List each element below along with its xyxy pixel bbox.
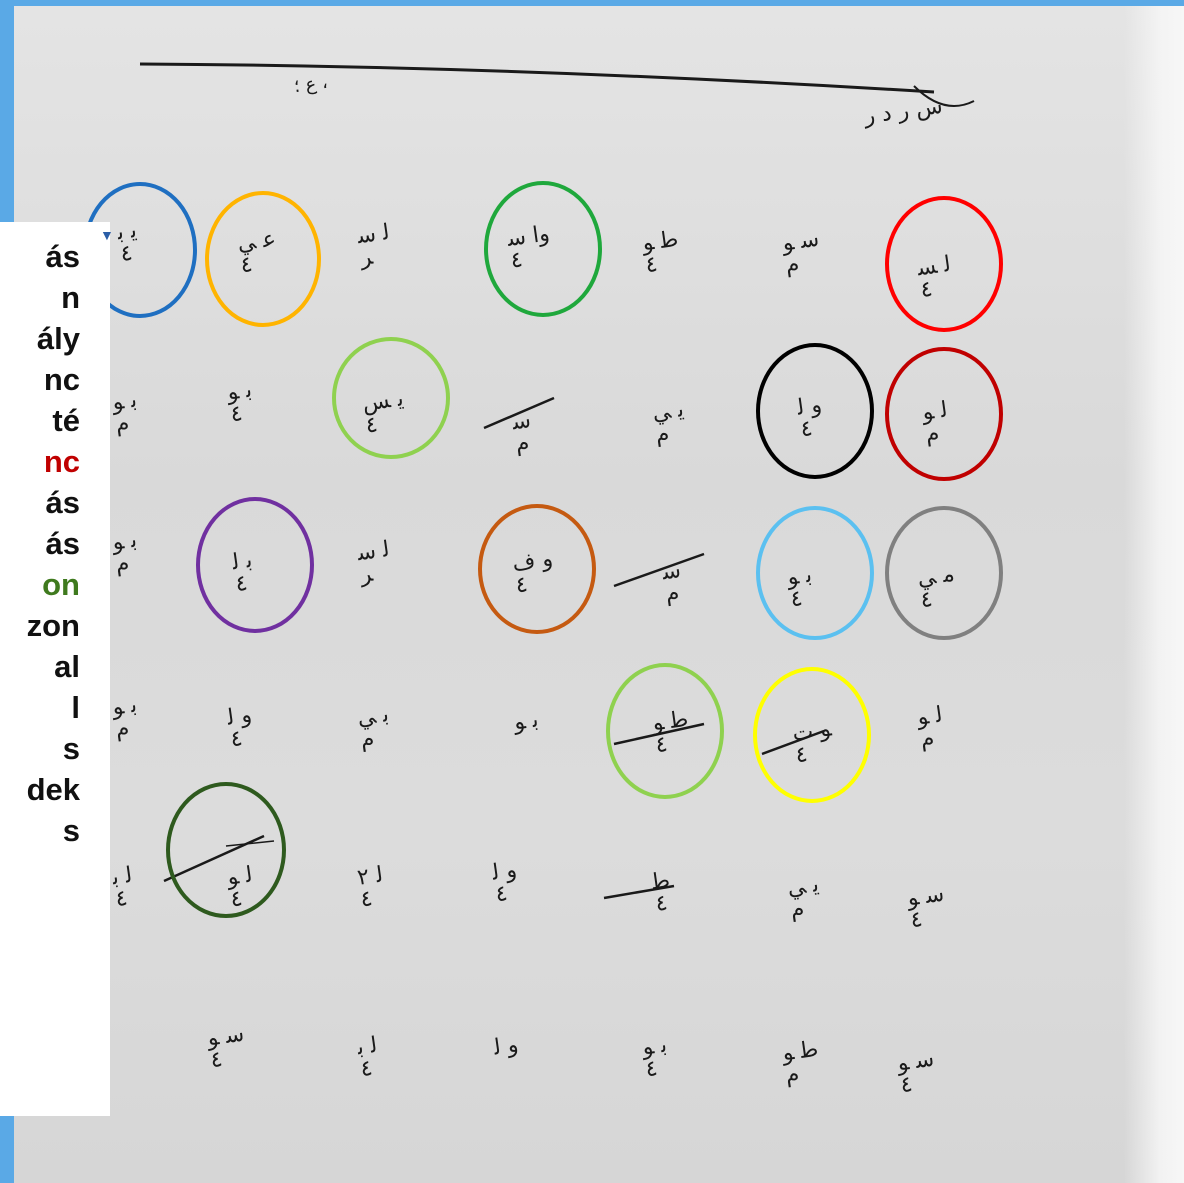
annotation-circle-light-blue <box>756 506 874 640</box>
panel-word: l <box>71 690 80 725</box>
annotation-circle-orange <box>205 191 321 327</box>
scroll-marker-icon: ▼ <box>100 227 114 243</box>
panel-word: ás <box>45 526 80 561</box>
panel-word: s <box>62 731 80 766</box>
annotation-circle-black <box>756 343 874 479</box>
panel-word: té <box>52 403 80 438</box>
annotation-circle-dark-green <box>166 782 286 918</box>
panel-word: on <box>42 567 80 602</box>
annotation-circle-light-green <box>332 337 450 459</box>
panel-word: n <box>61 280 80 315</box>
annotation-circle-red <box>885 196 1003 332</box>
panel-word: nc <box>43 444 80 479</box>
annotation-circle-green <box>484 181 602 317</box>
annotation-circle-burnt-orange <box>478 504 596 634</box>
panel-word: ás <box>45 239 80 274</box>
word-list-panel: ás n ály nc té nc ás ás on zon al l s de… <box>0 222 110 1116</box>
annotation-circle-light-green-2 <box>606 663 724 799</box>
panel-word: ály <box>36 321 80 356</box>
panel-word: nc <box>43 362 80 397</box>
annotation-circle-gray <box>885 506 1003 640</box>
panel-word: s <box>62 813 80 848</box>
panel-word: al <box>54 649 80 684</box>
panel-word: ás <box>45 485 80 520</box>
annotation-circle-yellow <box>753 667 871 803</box>
panel-word: zon <box>26 608 80 643</box>
manuscript-ink-layer <box>139 62 975 900</box>
annotation-circle-purple <box>196 497 314 633</box>
panel-word: dek <box>26 772 80 807</box>
annotation-circle-dark-red <box>885 347 1003 481</box>
